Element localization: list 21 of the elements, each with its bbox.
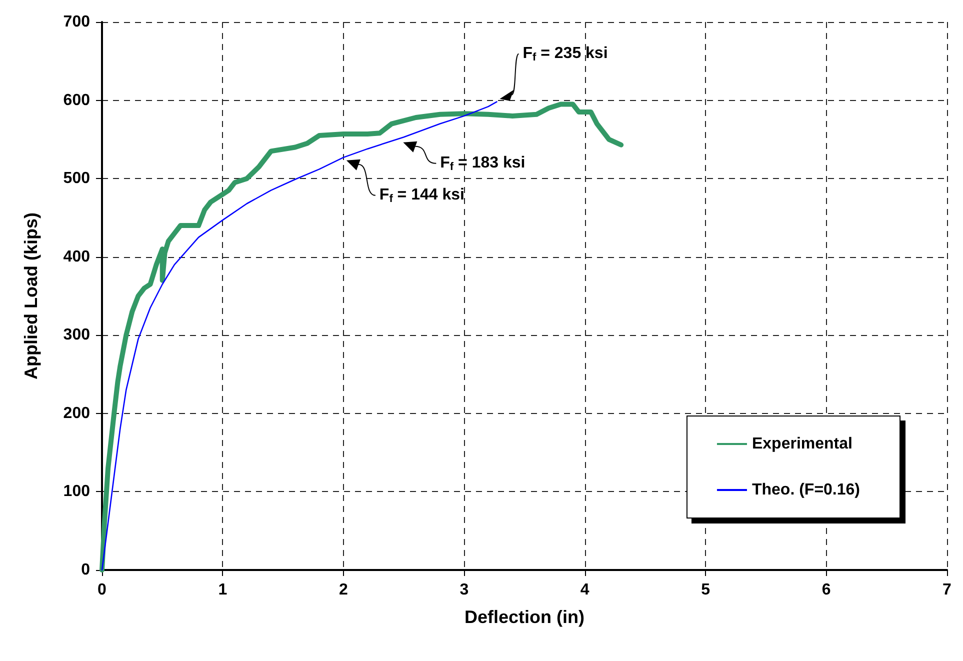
y-tick-label: 700: [63, 14, 90, 30]
y-tick-label: 0: [81, 562, 90, 578]
y-tick-label: 400: [63, 248, 90, 266]
legend-label: Theo. (F=0.16): [752, 482, 860, 498]
x-tick-label: 5: [701, 582, 710, 598]
x-tick-label: 4: [580, 582, 590, 598]
x-tick-label: 6: [822, 582, 831, 598]
x-tick-label: 3: [460, 582, 469, 598]
x-tick-label: 2: [338, 582, 348, 598]
x-axis-title: Deflection (in): [464, 607, 585, 627]
x-tick-label: 0: [98, 582, 107, 598]
y-tick-label: 300: [63, 326, 90, 344]
y-axis-title: Applied Load (kips): [21, 212, 41, 380]
legend-label: Experimental: [752, 436, 852, 452]
line-series: [101, 101, 498, 571]
x-tick-label: 1: [218, 582, 228, 598]
y-tick-label: 500: [63, 170, 90, 188]
y-tick-label: 100: [63, 483, 90, 500]
x-tick-label: 7: [942, 582, 952, 598]
y-tick-label: 200: [63, 404, 90, 422]
y-tick-label: 600: [63, 92, 90, 109]
